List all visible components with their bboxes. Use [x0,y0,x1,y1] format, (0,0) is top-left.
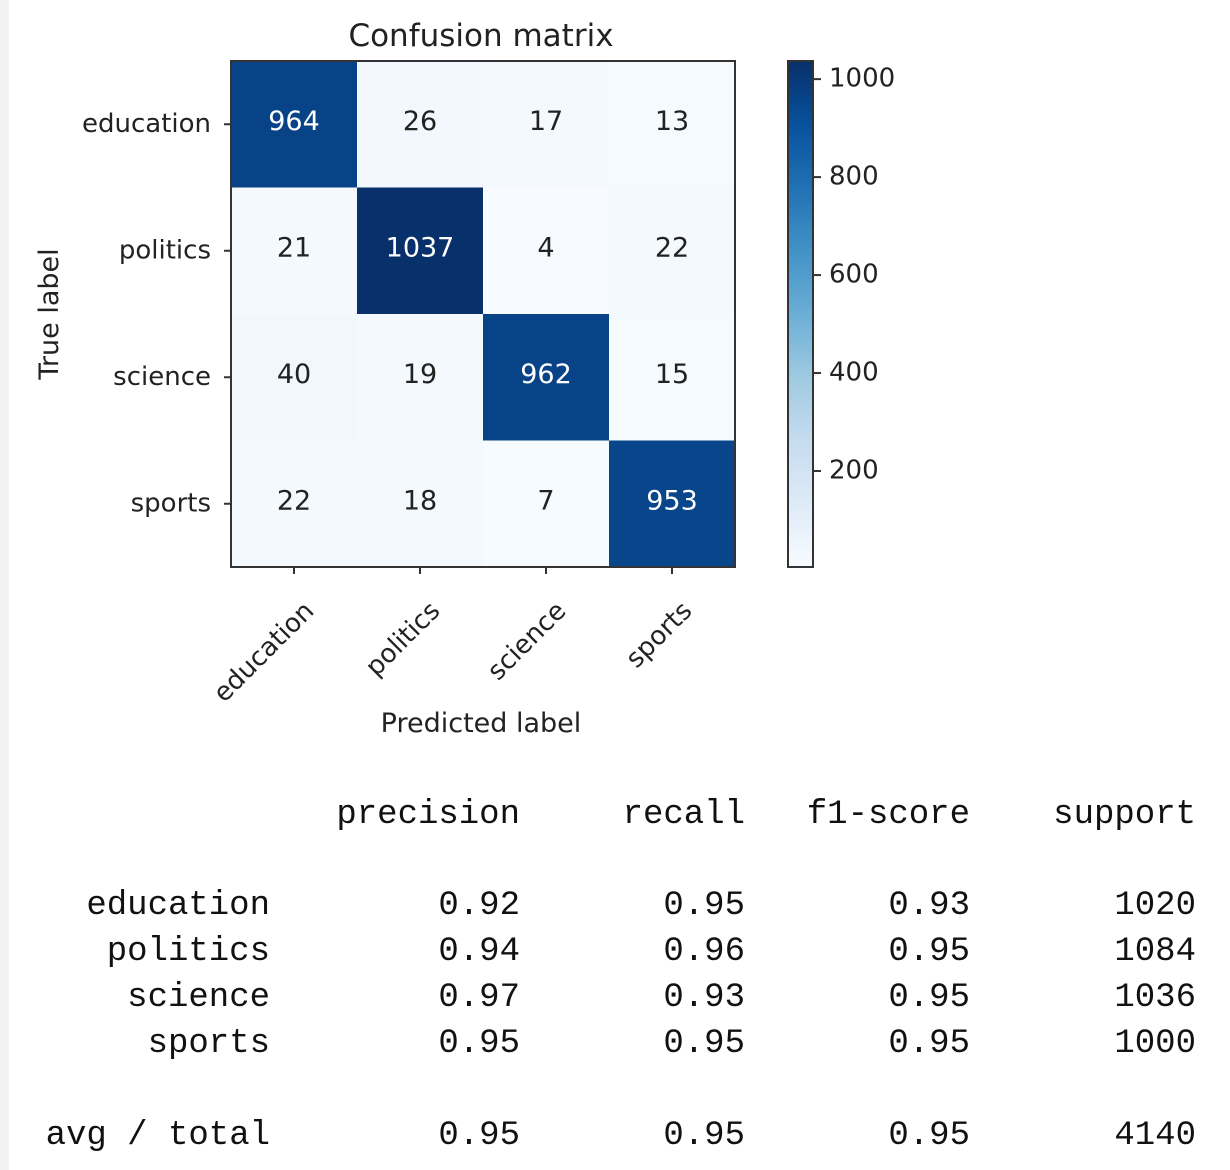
avg-total-support: 4140 [1114,1117,1196,1155]
avg-total-f1: 0.95 [888,1117,970,1155]
science-support: 1036 [1114,979,1196,1017]
row-label-avg-total: avg / total [45,1117,270,1155]
row-label-education: education [86,887,270,925]
sports-precision: 0.95 [438,1025,520,1063]
colorbar-tick-label: 600 [829,260,879,290]
science-f1: 0.95 [888,979,970,1017]
heatmap-cell [483,187,610,315]
y-tick-label: sports [131,488,211,518]
header-precision: precision [336,796,520,834]
heatmap-cell [357,314,484,441]
heatmap-cell [357,187,484,315]
cell-value-label: 19 [403,359,437,390]
cell-value-label: 21 [277,232,311,263]
cell-value-label: 953 [646,485,698,516]
heatmap-cell [231,187,358,315]
politics-precision: 0.94 [438,933,520,971]
cell-value-label: 964 [268,106,320,137]
cell-value-label: 22 [655,232,689,263]
cell-value-label: 1037 [386,232,455,263]
plot-frame [230,60,736,568]
politics-recall: 0.96 [663,933,745,971]
education-support: 1020 [1114,887,1196,925]
colorbar-frame [787,60,814,568]
page-left-strip [0,0,9,1170]
science-precision: 0.97 [438,979,520,1017]
row-label-science: science [127,979,270,1017]
header-recall: recall [622,796,745,834]
cell-value-label: 7 [537,485,554,516]
sports-recall: 0.95 [663,1025,745,1063]
heatmap-cells: 964 26 17 13 21 1037 4 22 40 19 962 15 22 18 7 953 [231,61,736,568]
row-label-politics: politics [106,933,270,971]
cell-value-label: 18 [403,485,437,516]
y-axis-label: True label [34,248,65,380]
politics-support: 1084 [1114,933,1196,971]
cell-value-label: 17 [529,106,563,137]
y-tick-label: politics [119,235,211,265]
cell-value-label: 962 [520,359,572,390]
heatmap-cell [357,61,484,188]
colorbar-ticks: 200 400 600 800 1000 [813,64,895,485]
header-support: support [1053,796,1196,834]
colorbar-tick-label: 800 [829,162,879,192]
chart-title: Confusion matrix [348,18,613,54]
politics-f1: 0.95 [888,933,970,971]
heatmap-cell [609,314,736,441]
education-recall: 0.95 [663,887,745,925]
colorbar-tick-label: 200 [829,455,879,485]
x-axis-label: Predicted label [381,708,582,739]
row-label-sports: sports [147,1025,270,1063]
cell-value-label: 40 [277,359,311,390]
education-f1: 0.93 [888,887,970,925]
avg-total-precision: 0.95 [438,1117,520,1155]
cell-value-label: 22 [277,485,311,516]
cell-value-label: 13 [655,106,689,137]
y-axis-ticks: education politics science sports [82,109,231,518]
colorbar-tick-label: 1000 [829,64,895,94]
avg-total-recall: 0.95 [663,1117,745,1155]
heatmap-cell [483,61,610,188]
heatmap-cell [609,187,736,315]
heatmap-cell [231,61,358,188]
education-precision: 0.92 [438,887,520,925]
heatmap-cell [357,440,484,568]
colorbar-gradient [788,61,813,567]
cell-value-label: 4 [537,232,554,263]
cell-value-label: 15 [655,359,689,390]
science-recall: 0.93 [663,979,745,1017]
heatmap-cell [483,314,610,441]
heatmap-cell [231,440,358,568]
sports-support: 1000 [1114,1025,1196,1063]
cell-value-label: 26 [403,106,437,137]
y-tick-label: science [113,362,211,392]
y-tick-label: education [82,109,211,139]
sports-f1: 0.95 [888,1025,970,1063]
heatmap-cell [609,440,736,568]
header-f1-score: f1-score [806,796,970,834]
heatmap-cell [483,440,610,568]
heatmap-cell [231,314,358,441]
colorbar-tick-label: 400 [829,358,879,388]
heatmap-cell [609,61,736,188]
